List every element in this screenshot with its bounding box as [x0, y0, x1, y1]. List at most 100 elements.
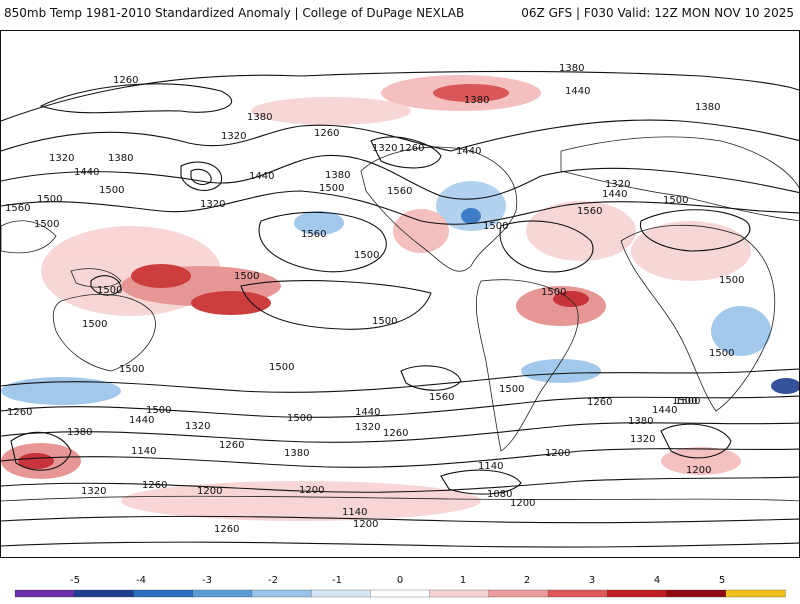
colorbar-swatch — [488, 589, 549, 598]
contour-label: 1500 — [483, 221, 508, 232]
contour-label: 1260 — [142, 480, 167, 491]
colorbar-swatch — [370, 589, 431, 598]
contour-label: 1500 — [319, 183, 344, 194]
contour-label: 1260 — [219, 440, 244, 451]
colorbar-tick: 4 — [654, 575, 660, 586]
contour-label: 1500 — [119, 364, 144, 375]
contour-label: 1320 — [81, 486, 106, 497]
contour-label: 1260 — [587, 397, 612, 408]
colorbar-swatch — [310, 589, 372, 598]
colorbar-tick: 5 — [719, 575, 725, 586]
contour-label: 1200 — [299, 485, 324, 496]
contour-label: 1500 — [82, 319, 107, 330]
contour-label: 1380 — [247, 112, 272, 123]
contour-label: 1560 — [5, 203, 30, 214]
contour-label: 1260 — [7, 407, 32, 418]
contour-label: 1140 — [478, 461, 503, 472]
contour-label: 1080 — [487, 489, 512, 500]
contour-label: 1440 — [355, 407, 380, 418]
colorbar-swatch — [429, 589, 490, 598]
contour-label: 1320 — [49, 153, 74, 164]
contour-label: 1200 — [686, 465, 711, 476]
contour-label: 1320 — [372, 143, 397, 154]
colorbar-swatch — [251, 589, 312, 598]
colorbar-tick: -5 — [70, 575, 80, 586]
contour-label: 1320 — [630, 434, 655, 445]
contour-label: 1140 — [131, 446, 156, 457]
colorbar-tick: -4 — [136, 575, 146, 586]
contour-label: 1500 — [719, 275, 744, 286]
contour-label: 1260 — [214, 524, 239, 535]
contour-label: 1260 — [314, 128, 339, 139]
contour-label: 1320 — [355, 422, 380, 433]
colorbar-swatch — [14, 589, 75, 598]
contour-label: 1380 — [559, 63, 584, 74]
colorbar-ticks: -5 -4 -3 -2 -1 0 1 2 3 4 5 — [70, 575, 725, 586]
colorbar-swatch — [133, 589, 194, 598]
contour-label: 1440 — [129, 415, 154, 426]
contour-label: 1500 — [354, 250, 379, 261]
contour-label: 1500 — [37, 194, 62, 205]
contour-label: 1380 — [67, 427, 92, 438]
contour-label: 1500 — [146, 405, 171, 416]
contour-label: 1380 — [464, 95, 489, 106]
colorbar-tick: 2 — [524, 575, 530, 586]
colorbar-tick: 0 — [397, 575, 403, 586]
contour-label: 1500 — [709, 348, 734, 359]
contour-label: 1440 — [249, 171, 274, 182]
contour-label: 1560 — [301, 229, 326, 240]
contour-label: 1260 — [113, 75, 138, 86]
contour-label: 1140 — [342, 507, 367, 518]
contour-label: 1320 — [221, 131, 246, 142]
colorbar-tick: 1 — [460, 575, 466, 586]
coastlines — [1, 136, 799, 502]
contour-label: 1440 — [74, 167, 99, 178]
colorbar-swatch — [192, 589, 253, 598]
colorbar-swatches — [14, 589, 786, 598]
colorbar-legend: -5 -4 -3 -2 -1 0 1 2 3 4 5 — [0, 570, 800, 600]
model-run-info: 06Z GFS | F030 Valid: 12Z MON NOV 10 202… — [521, 6, 794, 20]
contour-label: 1200 — [353, 519, 378, 530]
colorbar-swatch — [666, 589, 727, 598]
colorbar-tick: 3 — [589, 575, 595, 586]
map-header: 850mb Temp 1981-2010 Standardized Anomal… — [0, 0, 800, 28]
colorbar-tick: -1 — [332, 575, 342, 586]
map-canvas: 1260 1380 1440 1380 1380 1320 1260 1380 … — [1, 63, 799, 548]
contour-label: 1380 — [695, 102, 720, 113]
contour-label: 1200 — [197, 486, 222, 497]
colorbar-svg: -5 -4 -3 -2 -1 0 1 2 3 4 5 — [14, 575, 786, 598]
contour-label: 1500 — [287, 413, 312, 424]
contour-label: 1500 — [499, 384, 524, 395]
contour-label: 1200 — [510, 498, 535, 509]
contour-label: 1200 — [545, 448, 570, 459]
contour-label: 1500 — [99, 185, 124, 196]
anomaly-shading — [1, 75, 799, 521]
contour-label: 1500 — [34, 219, 59, 230]
colorbar-swatch — [74, 589, 135, 598]
contour-labels: 1260 1380 1440 1380 1380 1320 1260 1380 … — [5, 63, 744, 535]
contour-label: 1500 — [97, 285, 122, 296]
contour-label: 1440 — [652, 405, 677, 416]
height-contours — [1, 70, 799, 548]
contour-label: 1500 — [234, 271, 259, 282]
contour-label: 1260 — [399, 143, 424, 154]
contour-label: 1500 — [672, 396, 697, 407]
contour-label: 1380 — [628, 416, 653, 427]
map-title: 850mb Temp 1981-2010 Standardized Anomal… — [4, 6, 465, 20]
contour-label: 1500 — [663, 195, 688, 206]
contour-label: 1380 — [284, 448, 309, 459]
contour-label: 1560 — [577, 206, 602, 217]
contour-label: 1500 — [541, 287, 566, 298]
contour-label: 1440 — [456, 146, 481, 157]
contour-label: 1320 — [605, 179, 630, 190]
contour-label: 1320 — [185, 421, 210, 432]
contour-label: 1560 — [429, 392, 454, 403]
contour-label: 1320 — [200, 199, 225, 210]
contour-label: 1500 — [675, 396, 700, 407]
colorbar-swatch — [607, 589, 668, 598]
contour-label: 1440 — [602, 189, 627, 200]
contour-label: 1500 — [372, 316, 397, 327]
contour-label: 1440 — [565, 86, 590, 97]
colorbar-tick: -2 — [268, 575, 278, 586]
contour-label: 1260 — [383, 428, 408, 439]
